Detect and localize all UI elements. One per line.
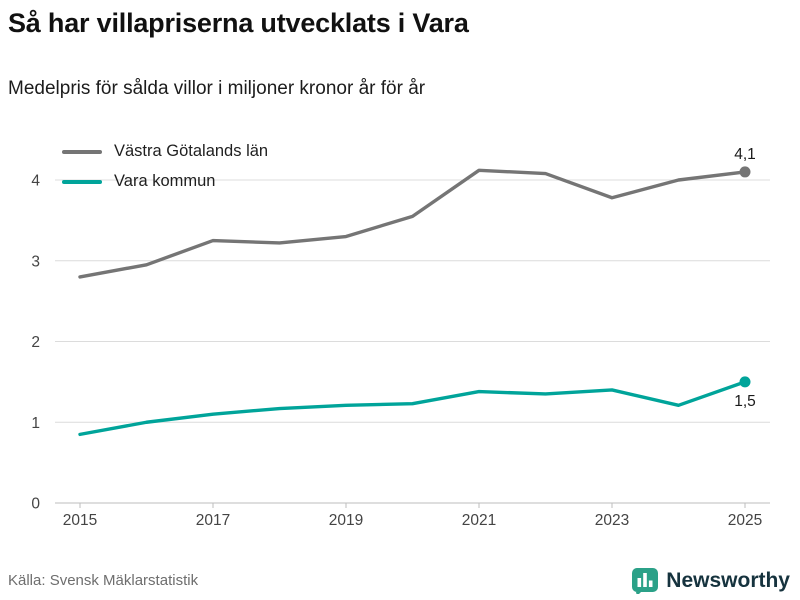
newsworthy-brand: Newsworthy xyxy=(632,568,790,594)
x-tick-label: 2017 xyxy=(196,512,230,529)
chart-canvas: 0 1 2 3 4 2015 2017 2019 2021 2023 2025 4,1 1,5 xyxy=(31,146,770,529)
newsworthy-logo-icon xyxy=(632,568,659,594)
page-subtitle: Medelpris för sålda villor i miljoner kr… xyxy=(8,78,426,99)
series-line-0 xyxy=(78,168,747,279)
series-end-label-1: 1,5 xyxy=(734,393,756,410)
footer: Källa: Svensk Mäklarstatistik Newsworthy xyxy=(0,568,800,600)
chart-legend: Västra Götalands län Vara kommun xyxy=(62,142,268,191)
y-tick-label: 0 xyxy=(31,496,40,513)
legend-swatch-vara-kommun xyxy=(62,179,102,184)
y-tick-label: 4 xyxy=(31,173,40,190)
newsworthy-wordmark: Newsworthy xyxy=(666,569,790,592)
source-note: Källa: Svensk Mäklarstatistik xyxy=(8,572,199,589)
series-end-label-0: 4,1 xyxy=(734,146,756,163)
series-end-dot-1 xyxy=(739,376,751,388)
y-tick-label: 3 xyxy=(31,253,40,270)
x-tick-label: 2023 xyxy=(595,512,629,529)
series-end-dot-0 xyxy=(739,166,751,178)
x-tick-label: 2021 xyxy=(462,512,496,529)
x-tick-label: 2015 xyxy=(63,512,97,529)
line-chart: 0 1 2 3 4 2015 2017 2019 2021 2023 2025 4,1 1,5 Väst… xyxy=(0,120,800,550)
legend-label-vastra-gotaland: Västra Götalands län xyxy=(114,142,269,160)
page-title: Så har villapriserna utvecklats i Vara xyxy=(8,8,469,38)
y-tick-label: 2 xyxy=(31,334,40,351)
series-line-1 xyxy=(78,380,747,437)
x-tick-label: 2025 xyxy=(728,512,762,529)
x-tick-label: 2019 xyxy=(329,512,363,529)
legend-label-vara-kommun: Vara kommun xyxy=(114,172,216,190)
y-tick-label: 1 xyxy=(31,415,40,432)
legend-item-vara-kommun: Vara kommun xyxy=(62,172,268,191)
legend-item-vastra-gotaland: Västra Götalands län xyxy=(62,142,268,161)
legend-swatch-vastra-gotaland xyxy=(62,149,102,154)
